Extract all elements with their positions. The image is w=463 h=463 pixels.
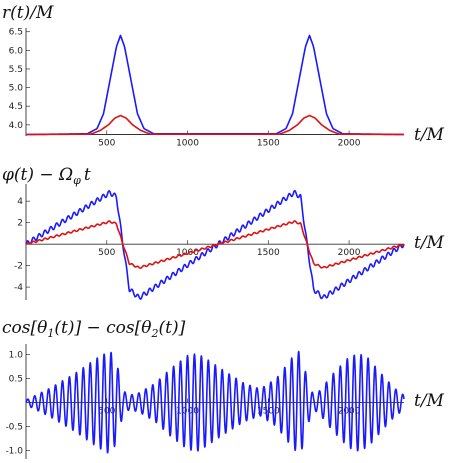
x-tick-label: 1500 bbox=[257, 139, 280, 149]
x-tick-label: 2000 bbox=[338, 248, 361, 258]
panel3-ylabel-c: (t)] bbox=[159, 318, 186, 338]
y-tick-label: -0.5 bbox=[5, 422, 23, 432]
panel3-ylabel-a: cos[θ bbox=[2, 318, 47, 338]
x-tick-label: 2000 bbox=[338, 139, 361, 149]
y-tick-label: 6.5 bbox=[9, 28, 23, 38]
panel3-ylabel-sub2: 2 bbox=[151, 327, 159, 340]
y-tick-label: 4 bbox=[17, 197, 23, 207]
panel1-plot: 4.0 4.5 5.0 5.5 6.0 6.5 500 1000 1500 2000 bbox=[9, 28, 405, 149]
series-line-2 bbox=[25, 220, 405, 269]
x-tick-label: 500 bbox=[98, 406, 115, 416]
series-line-1 bbox=[25, 189, 405, 300]
y-tick-label: 2 bbox=[17, 219, 23, 229]
x-tick-label: 1500 bbox=[257, 248, 280, 258]
series-line-1 bbox=[25, 34, 405, 136]
panel3-ylabel: cos[θ1(t)] − cos[θ2(t)] bbox=[2, 318, 186, 340]
panel1-ylabel: r(t)/M bbox=[2, 3, 54, 23]
panel3-ylabel-b: (t)] − cos[θ bbox=[54, 318, 151, 338]
y-tick-label: 4.5 bbox=[9, 102, 23, 112]
panel2-ylabel-tail: t bbox=[84, 165, 91, 185]
y-tick-label: 4.0 bbox=[9, 121, 24, 131]
panel1-xlabel: t/M bbox=[414, 125, 445, 145]
y-tick-label: -1.0 bbox=[5, 446, 23, 456]
series-line-1 bbox=[25, 350, 405, 454]
panel2-ylabel-sub: φ bbox=[73, 174, 81, 187]
panel2-xlabel: t/M bbox=[414, 233, 445, 253]
panel2-ylabel-main: φ(t) − Ω bbox=[2, 165, 73, 185]
y-tick-label: 5.5 bbox=[9, 65, 23, 75]
y-tick-label: 5.0 bbox=[9, 84, 24, 94]
x-tick-label: 500 bbox=[98, 248, 115, 258]
x-tick-label: 500 bbox=[98, 139, 115, 149]
y-tick-label: -2 bbox=[14, 262, 23, 272]
x-tick-label: 1000 bbox=[176, 406, 199, 416]
y-tick-label: 0.5 bbox=[9, 375, 23, 385]
series-line-2 bbox=[25, 114, 405, 136]
panel2-ylabel: φ(t) − Ωφ t bbox=[2, 165, 91, 187]
panel3-xlabel: t/M bbox=[414, 391, 445, 411]
y-tick-label: -4 bbox=[14, 283, 23, 293]
x-tick-label: 1000 bbox=[176, 139, 199, 149]
y-tick-label: 1.0 bbox=[9, 351, 24, 361]
panel3-ylabel-sub1: 1 bbox=[47, 327, 54, 340]
y-tick-label: 6.0 bbox=[9, 46, 24, 56]
